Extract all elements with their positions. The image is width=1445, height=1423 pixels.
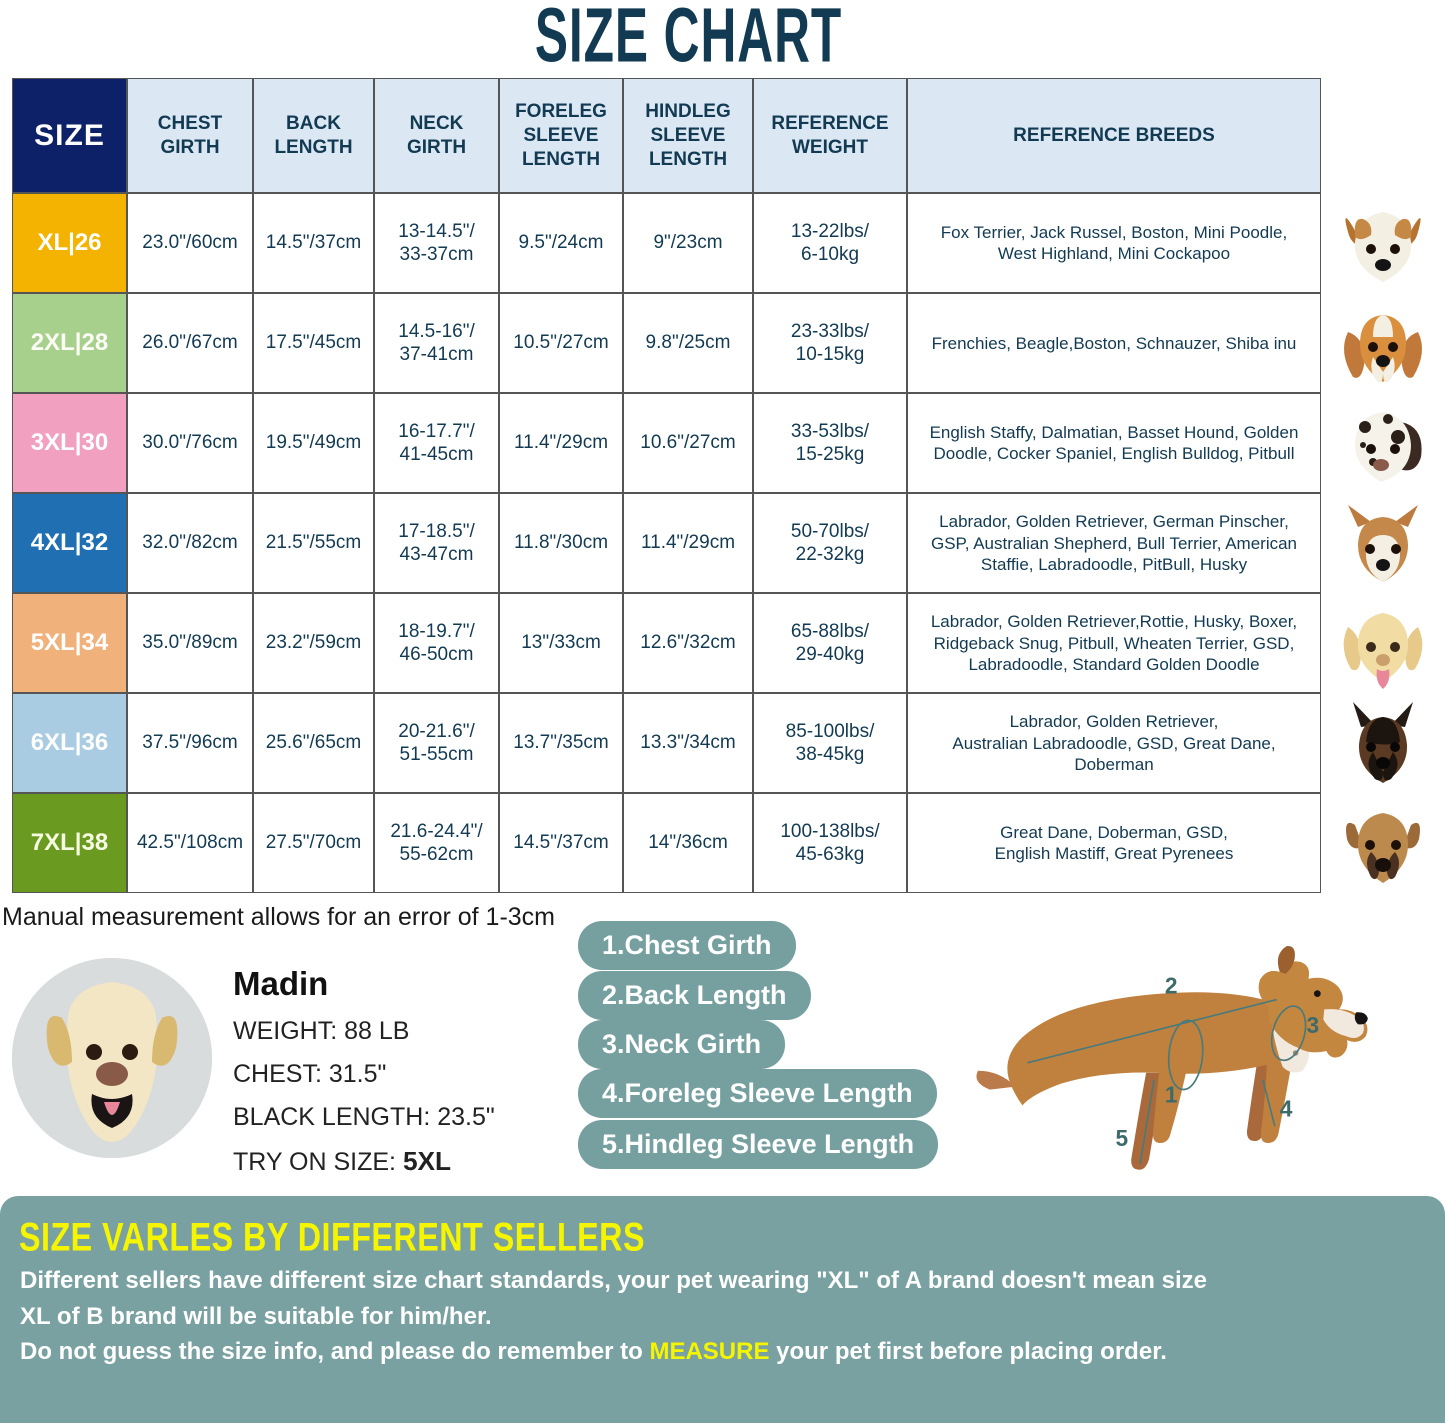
svg-text:2: 2 [1165, 973, 1178, 999]
svg-text:5: 5 [1115, 1125, 1128, 1151]
svg-text:3: 3 [1306, 1012, 1319, 1038]
svg-text:1: 1 [1165, 1081, 1178, 1107]
svg-text:4: 4 [1280, 1095, 1293, 1121]
